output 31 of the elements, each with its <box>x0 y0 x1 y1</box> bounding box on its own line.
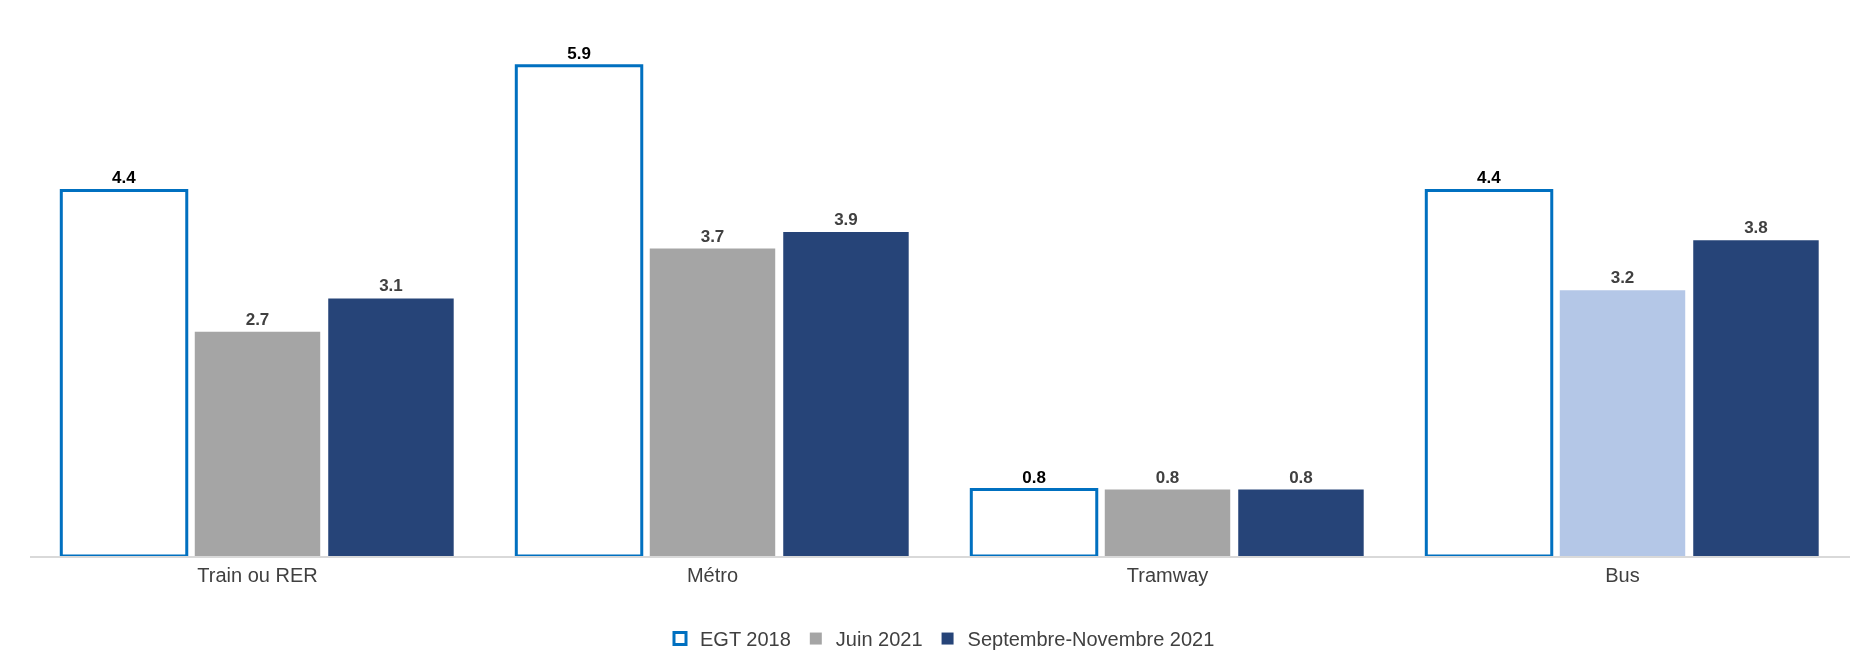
data-label: 3.7 <box>700 226 725 246</box>
x-tick-label: Métro <box>686 563 739 586</box>
bar <box>1424 188 1554 556</box>
data-label: 0.8 <box>1289 467 1313 487</box>
data-label: 2.7 <box>245 309 270 329</box>
data-label: 3.2 <box>1610 268 1635 288</box>
bar <box>194 331 321 556</box>
data-label: 0.8 <box>1022 467 1046 487</box>
x-tick-label: Bus <box>1605 563 1640 586</box>
legend-label: Septembre-Novembre 2021 <box>967 628 1215 651</box>
bar <box>1238 489 1364 556</box>
data-label: 5.9 <box>567 43 591 63</box>
legend-label: Juin 2021 <box>835 628 923 651</box>
x-tick-label: Tramway <box>1126 563 1209 586</box>
bar <box>514 64 644 556</box>
bar <box>328 298 454 556</box>
x-tick-label: Train ou RER <box>197 563 318 586</box>
data-label: 3.1 <box>379 276 403 296</box>
bar <box>649 248 776 556</box>
bar <box>783 231 909 556</box>
bar <box>1104 489 1231 556</box>
legend-label: EGT 2018 <box>700 628 791 651</box>
bar <box>59 188 189 556</box>
data-label: 4.4 <box>111 168 137 188</box>
data-label: 0.8 <box>1155 467 1180 487</box>
bar <box>969 488 1099 556</box>
bar <box>1559 290 1686 556</box>
bar <box>1693 240 1819 556</box>
data-label: 3.9 <box>834 209 858 229</box>
data-label: 3.8 <box>1744 218 1768 238</box>
data-label: 4.4 <box>1476 168 1502 188</box>
